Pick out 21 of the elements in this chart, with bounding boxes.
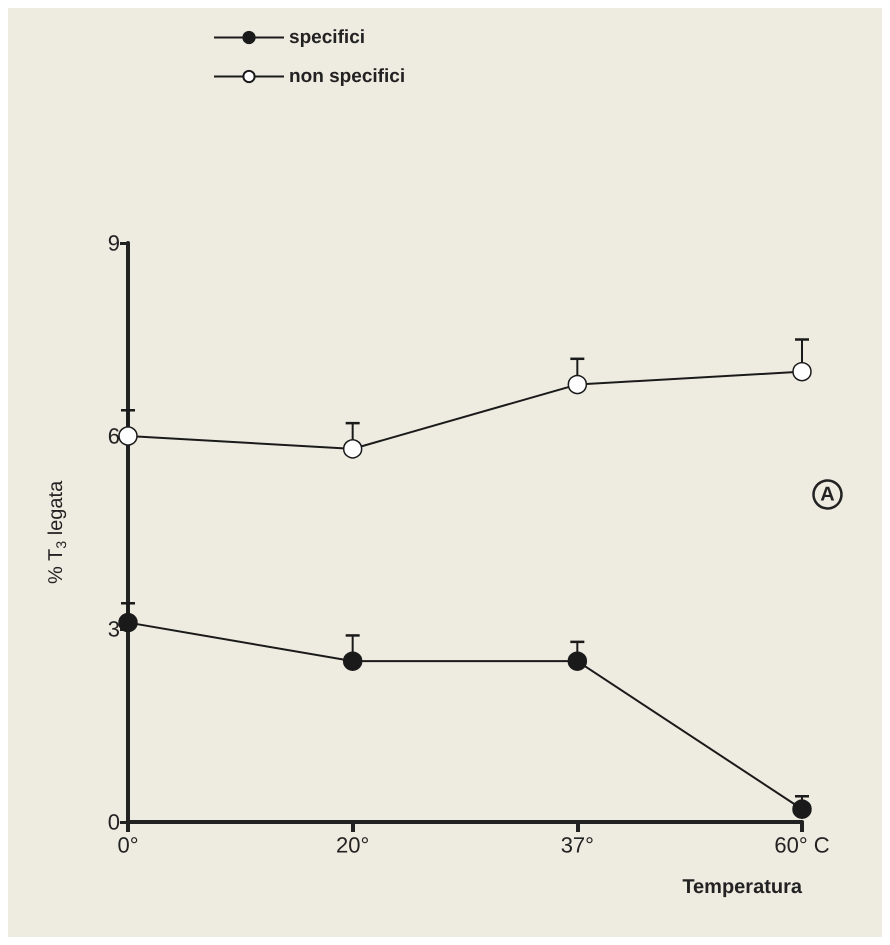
legend-label: non specifici xyxy=(289,66,406,87)
y-tick-label: 6 xyxy=(108,424,120,448)
x-tick-label: 60° C xyxy=(774,832,830,858)
x-tick-label: 0° xyxy=(117,832,139,858)
legend-label: specifici xyxy=(289,27,366,48)
y-axis-title: % T3 legata xyxy=(45,480,69,584)
y-tick-label: 3 xyxy=(108,616,120,642)
y-tick-label: 0 xyxy=(108,810,120,834)
x-tick-label: 37° xyxy=(560,832,594,858)
point xyxy=(118,612,138,632)
point xyxy=(342,651,362,671)
point xyxy=(118,426,138,446)
y-tick-label: 9 xyxy=(108,230,120,256)
point xyxy=(342,439,362,459)
text: A xyxy=(820,484,835,506)
point xyxy=(568,651,588,671)
point xyxy=(792,362,812,382)
point xyxy=(792,799,812,819)
point xyxy=(568,374,588,394)
x-axis-title: Temperatura xyxy=(682,876,803,898)
x-tick-label: 20° xyxy=(336,832,370,858)
